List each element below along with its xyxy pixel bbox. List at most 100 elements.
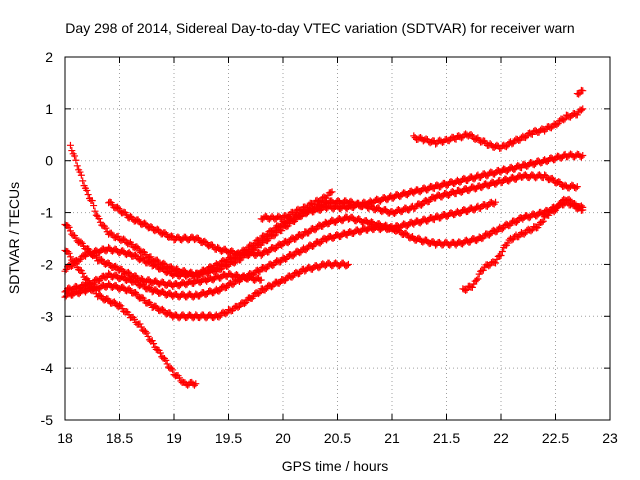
data-point: [504, 239, 512, 247]
data-point: [92, 253, 100, 261]
series-s8: [257, 188, 336, 223]
series-s6: [61, 150, 587, 280]
series-s11: [459, 195, 587, 294]
y-tick-label: 1: [45, 101, 53, 117]
data-point: [498, 248, 506, 256]
data-point: [472, 276, 480, 284]
data-point: [527, 227, 535, 235]
data-point: [162, 356, 170, 364]
data-point: [556, 201, 564, 209]
data-point: [310, 200, 318, 208]
data-point: [302, 246, 310, 254]
data-point: [150, 340, 158, 348]
x-tick-label: 21.5: [433, 430, 460, 446]
data-point: [79, 177, 87, 185]
data-point: [528, 130, 536, 138]
data-point: [65, 223, 73, 231]
x-tick-label: 23: [602, 430, 618, 446]
x-tick-label: 18.5: [106, 430, 133, 446]
data-point: [215, 287, 223, 295]
data-point: [229, 281, 237, 289]
data-point: [479, 266, 487, 274]
y-axis-ticks: -5 -4 -3 -2 -1 0 1 2: [41, 49, 610, 428]
data-point: [344, 260, 352, 268]
data-point: [269, 228, 277, 236]
data-point: [463, 286, 471, 294]
data-point: [467, 131, 475, 139]
data-point: [102, 224, 110, 232]
x-tick-label: 18: [57, 430, 73, 446]
x-tick-label: 22.5: [542, 430, 569, 446]
data-point: [96, 291, 104, 299]
data-point: [502, 143, 510, 151]
data-point: [242, 247, 250, 255]
data-point: [141, 327, 149, 335]
data-point: [548, 174, 556, 182]
x-axis-label: GPS time / hours: [282, 458, 389, 474]
data-point: [68, 147, 76, 155]
data-point: [222, 310, 230, 318]
data-point: [579, 105, 587, 113]
data-point: [552, 206, 559, 214]
data-point: [539, 217, 547, 225]
grid-lines: [65, 57, 610, 420]
data-point: [417, 201, 425, 209]
data-point: [343, 261, 351, 269]
data-point: [297, 207, 305, 215]
data-point: [284, 239, 292, 247]
data-point: [124, 268, 132, 276]
data-point: [229, 255, 237, 263]
data-point: [202, 267, 210, 275]
data-point: [565, 195, 573, 203]
data-point: [468, 283, 476, 291]
data-point: [241, 300, 249, 308]
data-point: [550, 208, 558, 216]
data-point: [255, 290, 263, 298]
y-tick-label: -5: [41, 412, 54, 428]
data-point: [114, 232, 122, 240]
data-point: [261, 286, 269, 294]
data-point: [77, 171, 85, 179]
data-point: [215, 313, 223, 321]
data-point: [579, 87, 587, 95]
data-point: [538, 218, 546, 226]
data-point: [473, 237, 481, 245]
data-point: [161, 229, 169, 237]
data-point: [158, 264, 166, 272]
y-tick-label: -4: [41, 360, 54, 376]
x-tick-label: 22: [493, 430, 509, 446]
data-point: [71, 152, 79, 160]
data-point: [573, 111, 581, 119]
data-point: [73, 162, 81, 170]
data-point: [158, 305, 166, 313]
data-point: [147, 253, 155, 261]
data-point: [410, 132, 418, 140]
data-point: [575, 90, 583, 98]
data-point: [112, 262, 120, 270]
x-tick-label: 20.5: [324, 430, 351, 446]
data-point: [88, 280, 96, 288]
data-point: [163, 360, 171, 368]
data-point: [271, 245, 279, 253]
data-point: [545, 211, 553, 219]
data-point: [66, 141, 74, 149]
data-point: [167, 232, 175, 240]
chart-title: Day 298 of 2014, Sidereal Day-to-day VTE…: [65, 20, 574, 36]
data-point: [289, 252, 297, 260]
data-point: [110, 298, 118, 306]
data-point: [402, 229, 410, 237]
data-point: [492, 259, 500, 267]
data-point: [278, 227, 286, 235]
data-point: [234, 303, 242, 311]
x-tick-label: 19.5: [215, 430, 242, 446]
data-point: [146, 284, 154, 292]
data-point: [316, 239, 324, 247]
y-tick-label: -3: [41, 308, 54, 324]
data-point: [492, 198, 500, 206]
data-point: [144, 332, 152, 340]
data-point: [82, 283, 90, 291]
series-s9: [410, 105, 587, 152]
data-point: [579, 152, 587, 160]
data-point: [275, 279, 283, 287]
data-point: [132, 277, 140, 285]
